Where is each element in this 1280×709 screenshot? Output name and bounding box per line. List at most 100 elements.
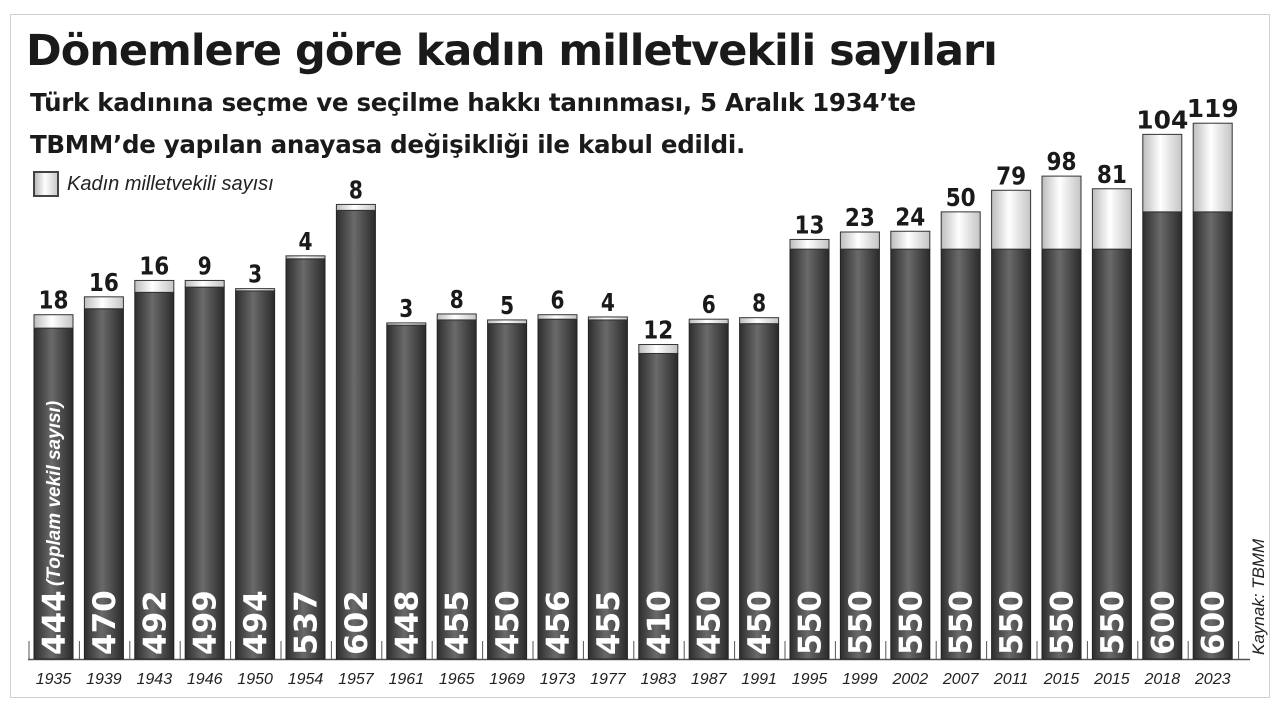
- bar-women-2015: [1041, 175, 1082, 250]
- total-count-label: 410: [641, 590, 677, 655]
- chart-title: Dönemlere göre kadın milletvekili sayıla…: [26, 26, 998, 76]
- bar-total-1957: [335, 209, 376, 660]
- bar-women-1999: [839, 231, 880, 250]
- women-count-label: 4: [601, 288, 615, 317]
- x-tick-label: 1987: [691, 671, 728, 688]
- x-tick-label: 1969: [489, 671, 525, 688]
- bar-total-1935: [33, 327, 74, 660]
- bar-women-1943: [134, 279, 175, 293]
- x-tick-label: 1935: [36, 671, 72, 688]
- total-count-label: 450: [490, 590, 526, 655]
- bar-women-1935: [33, 314, 74, 329]
- bar-women-1983: [638, 344, 679, 354]
- bar-women-1961: [386, 322, 427, 326]
- bar-women-2011: [991, 189, 1032, 250]
- subtitle-line-1: Türk kadınına seçme ve seçilme hakkı tan…: [30, 88, 916, 117]
- bar-total-1954: [285, 258, 326, 660]
- source-note: Kaynak: TBMM: [1249, 538, 1268, 655]
- x-tick-label: 2015: [1043, 671, 1080, 688]
- total-count-label: 550: [843, 590, 879, 655]
- x-tick-label: 1950: [237, 671, 273, 688]
- women-count-label: 79: [996, 161, 1026, 190]
- women-count-label: 18: [39, 286, 69, 315]
- bar-women-2002: [890, 230, 931, 250]
- women-count-label: 24: [895, 202, 925, 231]
- x-tick-label: 1977: [590, 671, 627, 688]
- bar-women-1987: [688, 318, 729, 325]
- women-count-label: 12: [643, 316, 673, 345]
- x-tick-label: 1991: [741, 671, 777, 688]
- x-tick-label: 2018: [1144, 671, 1181, 688]
- x-tick-label: 1961: [389, 671, 425, 688]
- bar-women-2015: [1091, 188, 1132, 250]
- bar-women-2018: [1142, 133, 1183, 213]
- total-count-label: 550: [893, 590, 929, 655]
- bar-women-1973: [537, 314, 578, 320]
- total-count-label: 550: [1095, 590, 1131, 655]
- legend-label: Kadın milletvekili sayısı: [67, 172, 274, 195]
- total-count-label: 550: [1045, 590, 1081, 655]
- x-tick-label: 1995: [792, 671, 828, 688]
- legend: Kadın milletvekili sayısı: [33, 171, 274, 197]
- chart-frame: [10, 14, 1270, 698]
- women-count-label: 16: [139, 251, 169, 280]
- total-count-label: 600: [1196, 590, 1232, 655]
- total-count-label: 492: [137, 590, 173, 655]
- bar-women-1939: [83, 296, 124, 310]
- total-count-label: 455: [591, 590, 627, 655]
- total-count-label: 550: [994, 590, 1030, 655]
- bar-total-2015: [1091, 248, 1132, 660]
- x-tick-label: 1946: [187, 671, 223, 688]
- bar-women-1969: [487, 319, 528, 325]
- total-count-label: 450: [692, 590, 728, 655]
- bar-total-1977: [587, 319, 628, 660]
- bar-total-1946: [184, 286, 225, 660]
- total-count-label: 602: [339, 590, 375, 655]
- women-count-label: 13: [795, 210, 825, 239]
- women-count-label: 23: [845, 203, 875, 232]
- bar-total-1995: [789, 248, 830, 660]
- bar-women-1995: [789, 238, 830, 250]
- bar-women-1957: [335, 203, 376, 211]
- women-count-label: 3: [248, 260, 262, 289]
- bar-total-1950: [235, 290, 276, 660]
- women-count-label: 16: [89, 268, 119, 297]
- total-count-label: 450: [742, 590, 778, 655]
- bar-women-1977: [587, 316, 628, 321]
- bar-total-1999: [839, 248, 880, 660]
- bar-total-2023: [1192, 211, 1233, 660]
- bar-total-1961: [386, 324, 427, 660]
- bar-total-1969: [487, 323, 528, 660]
- x-tick-label: 1954: [288, 671, 324, 688]
- total-count-label: 448: [389, 590, 425, 655]
- x-tick-label: 1939: [86, 671, 122, 688]
- women-count-label: 98: [1047, 147, 1077, 176]
- bar-women-1965: [436, 313, 477, 321]
- women-count-label: 3: [399, 294, 413, 323]
- total-count-label: 470: [87, 590, 123, 655]
- bar-women-2023: [1192, 122, 1233, 213]
- women-count-label: 81: [1097, 160, 1127, 189]
- total-count-label: 550: [793, 590, 829, 655]
- x-tick-label: 1983: [641, 671, 677, 688]
- total-count-label: 499: [188, 590, 224, 655]
- x-tick-label: 1999: [842, 671, 878, 688]
- subtitle-line-2: TBMM’de yapılan anayasa değişikliği ile …: [30, 130, 745, 159]
- bar-total-2002: [890, 248, 931, 660]
- women-count-label: 119: [1187, 94, 1239, 123]
- total-count-label: 456: [541, 590, 577, 655]
- x-tick-label: 2015: [1093, 671, 1130, 688]
- women-count-label: 5: [500, 291, 514, 320]
- women-count-label: 9: [198, 251, 212, 280]
- women-count-label: 50: [946, 183, 976, 212]
- bar-total-1943: [134, 291, 175, 660]
- bar-total-1983: [638, 352, 679, 660]
- x-tick-label: 1943: [137, 671, 173, 688]
- bar-women-1950: [235, 288, 276, 292]
- x-tick-label: 2023: [1194, 671, 1231, 688]
- women-count-label: 4: [299, 227, 313, 256]
- total-count-label: 550: [944, 590, 980, 655]
- women-count-label: 6: [702, 290, 716, 319]
- bar-total-2015: [1041, 248, 1082, 660]
